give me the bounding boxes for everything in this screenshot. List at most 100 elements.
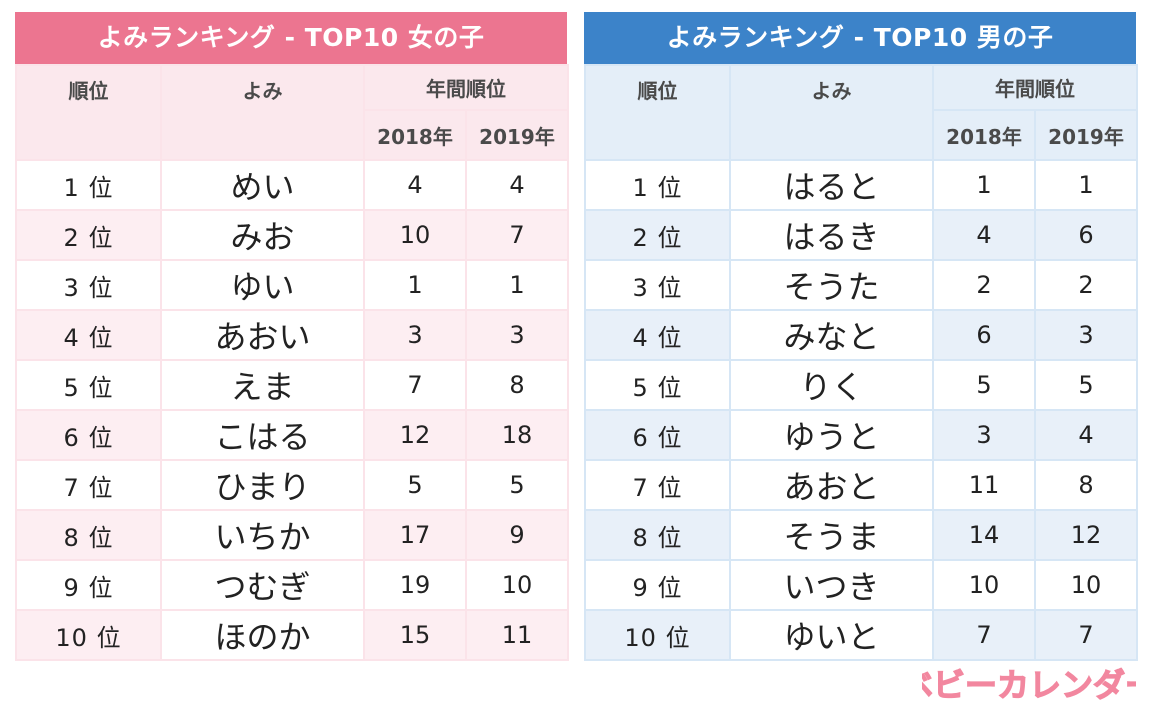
rank-2018-cell: 7: [932, 609, 1036, 661]
rank-2019-cell: 10: [465, 559, 569, 611]
name-cell: ひまり: [160, 459, 365, 511]
boys-header-2019: 2019年: [1034, 109, 1138, 161]
rank-cell: 10 位: [15, 609, 162, 661]
rank-cell: 10 位: [584, 609, 731, 661]
logo-text: ベビーカレンダー: [922, 666, 1136, 704]
table-row: 1 位 めい 4 4: [15, 159, 569, 211]
rank-2019-cell: 8: [465, 359, 569, 411]
rank-2018-cell: 3: [363, 309, 467, 361]
name-cell: みなと: [729, 309, 934, 361]
name-cell: ゆい: [160, 259, 365, 311]
name-cell: そうた: [729, 259, 934, 311]
rank-2018-cell: 2: [932, 259, 1036, 311]
table-row: 4 位 みなと 6 3: [584, 309, 1138, 361]
rank-cell: 4 位: [15, 309, 162, 361]
table-row: 6 位 ゆうと 3 4: [584, 409, 1138, 461]
rank-2018-cell: 17: [363, 509, 467, 561]
rank-cell: 4 位: [584, 309, 731, 361]
boys-ranking-panel: よみランキング - TOP10 男の子 順位 よみ 年間順位 2018年 201…: [584, 12, 1138, 661]
name-cell: そうま: [729, 509, 934, 561]
name-cell: めい: [160, 159, 365, 211]
rank-cell: 7 位: [15, 459, 162, 511]
girls-panel-title: よみランキング - TOP10 女の子: [15, 12, 567, 64]
rank-2019-cell: 18: [465, 409, 569, 461]
table-row: 8 位 いちか 17 9: [15, 509, 569, 561]
name-cell: みお: [160, 209, 365, 261]
boys-panel-title: よみランキング - TOP10 男の子: [584, 12, 1136, 64]
name-cell: えま: [160, 359, 365, 411]
rank-2018-cell: 10: [932, 559, 1036, 611]
rank-2019-cell: 1: [1034, 159, 1138, 211]
rank-2018-cell: 11: [932, 459, 1036, 511]
table-row: 4 位 あおい 3 3: [15, 309, 569, 361]
rank-cell: 2 位: [15, 209, 162, 261]
name-cell: つむぎ: [160, 559, 365, 611]
rank-2018-cell: 3: [932, 409, 1036, 461]
rank-2019-cell: 3: [1034, 309, 1138, 361]
name-cell: こはる: [160, 409, 365, 461]
rank-2018-cell: 4: [363, 159, 467, 211]
rank-2018-cell: 19: [363, 559, 467, 611]
rank-2018-cell: 12: [363, 409, 467, 461]
table-row: 2 位 みお 10 7: [15, 209, 569, 261]
rank-2019-cell: 5: [465, 459, 569, 511]
table-row: 1 位 はると 1 1: [584, 159, 1138, 211]
table-row: 9 位 いつき 10 10: [584, 559, 1138, 611]
rank-cell: 2 位: [584, 209, 731, 261]
rank-2019-cell: 7: [1034, 609, 1138, 661]
rank-cell: 8 位: [15, 509, 162, 561]
rank-cell: 5 位: [584, 359, 731, 411]
boys-header-name: よみ: [729, 64, 934, 161]
table-row: 10 位 ほのか 15 11: [15, 609, 569, 661]
girls-header-name: よみ: [160, 64, 365, 161]
name-cell: ゆいと: [729, 609, 934, 661]
rank-2019-cell: 7: [465, 209, 569, 261]
rank-cell: 6 位: [15, 409, 162, 461]
boys-ranking-table: 順位 よみ 年間順位 2018年 2019年 1 位 はると 1 1 2 位 は…: [584, 64, 1138, 661]
girls-ranking-table: 順位 よみ 年間順位 2018年 2019年 1 位 めい 4 4 2 位 みお…: [15, 64, 569, 661]
table-row: 10 位 ゆいと 7 7: [584, 609, 1138, 661]
name-cell: いちか: [160, 509, 365, 561]
rank-2019-cell: 8: [1034, 459, 1138, 511]
table-row: 6 位 こはる 12 18: [15, 409, 569, 461]
rank-cell: 7 位: [584, 459, 731, 511]
table-row: 9 位 つむぎ 19 10: [15, 559, 569, 611]
rank-2019-cell: 3: [465, 309, 569, 361]
table-row: 2 位 はるき 4 6: [584, 209, 1138, 261]
name-cell: ほのか: [160, 609, 365, 661]
boys-header-annual: 年間順位: [932, 64, 1138, 111]
name-cell: ゆうと: [729, 409, 934, 461]
rank-2019-cell: 4: [1034, 409, 1138, 461]
rank-cell: 1 位: [15, 159, 162, 211]
name-cell: いつき: [729, 559, 934, 611]
name-cell: あおと: [729, 459, 934, 511]
rank-2019-cell: 2: [1034, 259, 1138, 311]
rank-2018-cell: 14: [932, 509, 1036, 561]
girls-ranking-panel: よみランキング - TOP10 女の子 順位 よみ 年間順位 2018年 201…: [15, 12, 569, 661]
rank-2019-cell: 11: [465, 609, 569, 661]
rank-2018-cell: 1: [932, 159, 1036, 211]
rank-cell: 5 位: [15, 359, 162, 411]
name-cell: りく: [729, 359, 934, 411]
name-cell: あおい: [160, 309, 365, 361]
table-row: 5 位 りく 5 5: [584, 359, 1138, 411]
babycalendar-logo: ベビーカレンダー: [922, 665, 1136, 704]
rank-2019-cell: 1: [465, 259, 569, 311]
rank-2019-cell: 12: [1034, 509, 1138, 561]
rank-cell: 6 位: [584, 409, 731, 461]
table-row: 7 位 あおと 11 8: [584, 459, 1138, 511]
rank-cell: 9 位: [584, 559, 731, 611]
rank-2019-cell: 6: [1034, 209, 1138, 261]
rank-cell: 1 位: [584, 159, 731, 211]
rank-cell: 3 位: [15, 259, 162, 311]
girls-header-annual: 年間順位: [363, 64, 569, 111]
rank-2018-cell: 5: [932, 359, 1036, 411]
rank-2019-cell: 9: [465, 509, 569, 561]
table-row: 7 位 ひまり 5 5: [15, 459, 569, 511]
rank-2019-cell: 10: [1034, 559, 1138, 611]
rank-cell: 8 位: [584, 509, 731, 561]
girls-header-2018: 2018年: [363, 109, 467, 161]
boys-header-rank: 順位: [584, 64, 731, 161]
rank-2018-cell: 6: [932, 309, 1036, 361]
girls-header-2019: 2019年: [465, 109, 569, 161]
